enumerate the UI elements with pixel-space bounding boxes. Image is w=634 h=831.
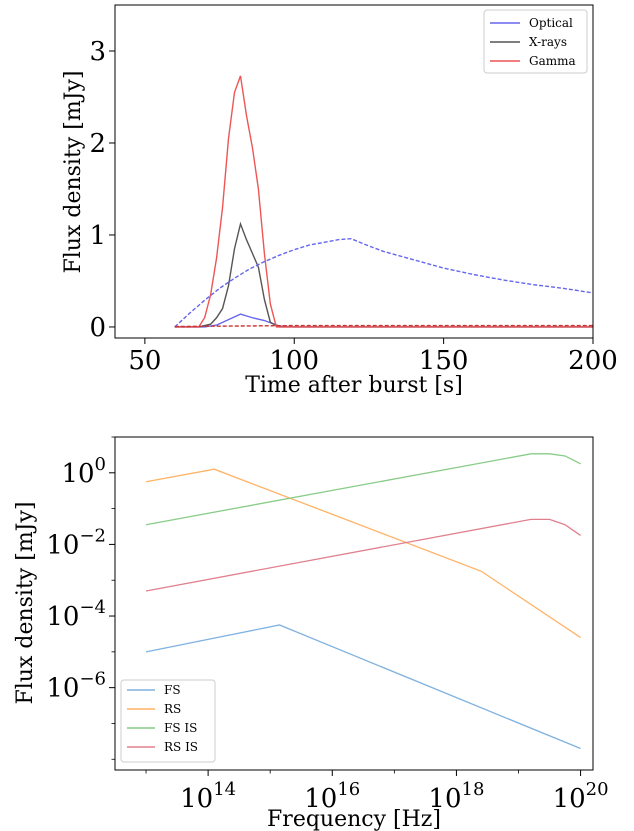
legend-fs-is-label: FS IS [164, 721, 197, 735]
light-curve-legend-items: Optical X-rays Gamma [490, 16, 576, 68]
spectrum-x-axis-label: Frequency [Hz] [267, 807, 441, 831]
light-curve-panel: 50 100 150 200 0 1 2 3 Time after burst [s] Fl… [61, 4, 618, 398]
x-tick-label: 50 [128, 346, 161, 376]
light-curve-y-ticks: 0 1 2 3 [89, 37, 115, 343]
light-curve-dashed-4-line [174, 324, 593, 328]
light-curve-legend-box [483, 9, 588, 74]
light-curve-y-axis-label: Flux density [mJy] [61, 70, 86, 273]
spectrum-series-group [145, 453, 581, 750]
spectrum-legend-box [120, 679, 216, 763]
x-tick-label: 150 [419, 346, 469, 376]
legend-fs-label: FS [164, 683, 181, 697]
y-tick-label: 1 [89, 221, 106, 251]
legend-x-rays-label: X-rays [529, 35, 567, 49]
y-tick-label: 10−4 [46, 597, 106, 632]
spectrum-rs-is-line [145, 518, 581, 592]
light-curve-dashed-3-line [174, 237, 594, 328]
legend-optical-label: Optical [529, 16, 573, 30]
spectrum-panel: 1014 1016 1018 1020 100 10−2 10−4 10−6 Frequen… [13, 436, 609, 831]
light-curve-series-group [174, 75, 594, 328]
legend-rs-label: RS [164, 702, 181, 716]
light-curve-legend: Optical X-rays Gamma [483, 9, 588, 74]
spectrum-y-axis-label: Flux density [mJy] [13, 501, 38, 704]
spectrum-legend-items: FS RS FS IS RS IS [127, 683, 198, 754]
spectrum-plot-frame [114, 436, 594, 771]
y-tick-label: 100 [61, 454, 106, 489]
legend-rs-is-label: RS IS [164, 740, 198, 754]
x-tick-label: 200 [568, 346, 618, 376]
light-curve-plot-frame [114, 4, 594, 339]
y-tick-label: 10−2 [46, 525, 106, 560]
y-tick-label: 10−6 [46, 669, 106, 704]
y-tick-label: 0 [89, 313, 106, 343]
x-tick-label: 1018 [428, 779, 484, 814]
light-curve-x-axis-label: Time after burst [s] [245, 373, 463, 398]
y-tick-label: 3 [89, 37, 106, 67]
spectrum-y-ticks: 100 10−2 10−4 10−6 [46, 436, 115, 760]
x-tick-label: 100 [269, 346, 319, 376]
light-curve-x-ticks: 50 100 150 200 [128, 338, 618, 376]
x-tick-label: 1020 [553, 779, 609, 814]
legend-gamma-label: Gamma [529, 54, 576, 68]
x-tick-label: 1014 [180, 779, 236, 814]
spectrum-fs-line [145, 624, 581, 750]
light-curve-gamma-line [174, 75, 593, 328]
y-tick-label: 2 [89, 129, 106, 159]
spectrum-rs-line [145, 468, 581, 639]
spectrum-fs-is-line [145, 453, 581, 526]
light-curve-x-rays-line [174, 221, 593, 328]
spectrum-x-ticks: 1014 1016 1018 1020 [145, 770, 609, 814]
x-tick-label: 1016 [304, 779, 360, 814]
spectrum-legend: FS RS FS IS RS IS [120, 679, 216, 763]
